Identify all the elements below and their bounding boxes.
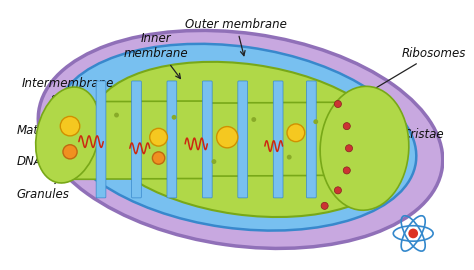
Circle shape [313, 119, 318, 124]
FancyBboxPatch shape [132, 81, 141, 198]
Circle shape [172, 115, 176, 120]
Circle shape [334, 100, 341, 107]
FancyBboxPatch shape [100, 102, 137, 179]
Circle shape [287, 124, 305, 142]
Circle shape [334, 187, 341, 194]
FancyBboxPatch shape [172, 101, 208, 178]
Circle shape [63, 145, 77, 159]
Circle shape [346, 145, 353, 152]
Circle shape [114, 113, 119, 117]
Ellipse shape [56, 44, 416, 231]
Circle shape [211, 159, 216, 164]
Ellipse shape [91, 62, 399, 217]
Ellipse shape [320, 86, 409, 210]
FancyBboxPatch shape [278, 103, 314, 176]
FancyBboxPatch shape [207, 103, 243, 176]
FancyBboxPatch shape [238, 81, 247, 198]
Circle shape [343, 123, 350, 130]
FancyBboxPatch shape [202, 81, 212, 198]
Circle shape [321, 202, 328, 210]
Circle shape [251, 117, 256, 122]
FancyBboxPatch shape [273, 81, 283, 198]
FancyBboxPatch shape [65, 102, 101, 179]
FancyBboxPatch shape [242, 103, 279, 176]
Text: Outer membrane: Outer membrane [185, 18, 287, 56]
Text: DNA: DNA [17, 142, 80, 168]
FancyBboxPatch shape [307, 81, 316, 198]
Text: Intermembrane
space: Intermembrane space [22, 77, 114, 111]
Circle shape [60, 116, 80, 136]
FancyBboxPatch shape [96, 81, 106, 198]
Ellipse shape [36, 87, 100, 183]
Ellipse shape [38, 31, 443, 248]
FancyBboxPatch shape [309, 102, 345, 175]
Text: Matrix: Matrix [17, 124, 62, 137]
FancyBboxPatch shape [167, 81, 177, 198]
FancyBboxPatch shape [136, 101, 173, 179]
Text: Cristae: Cristae [353, 129, 444, 149]
Text: Ribosomes: Ribosomes [353, 47, 466, 102]
Circle shape [217, 127, 238, 148]
Circle shape [287, 155, 292, 160]
Text: Inner
membrane: Inner membrane [124, 32, 189, 79]
Circle shape [152, 152, 165, 164]
Circle shape [343, 167, 350, 174]
Circle shape [150, 128, 167, 146]
Text: Granules: Granules [17, 175, 70, 201]
